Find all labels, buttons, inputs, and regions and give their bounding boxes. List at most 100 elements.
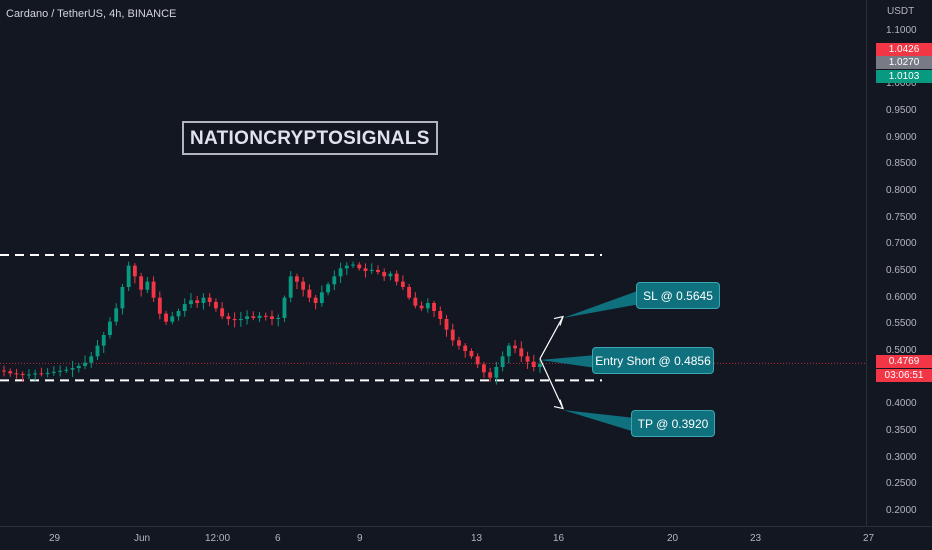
- candle-body: [226, 316, 231, 319]
- price-tick: 0.3000: [886, 451, 917, 463]
- price-axis[interactable]: [866, 0, 932, 550]
- candle-body: [463, 345, 468, 351]
- candle-body: [83, 362, 87, 366]
- candle-body: [525, 356, 530, 362]
- candle-body: [51, 371, 56, 373]
- candle-body: [538, 363, 542, 367]
- tp-arrow-head: [553, 399, 564, 410]
- candle-body: [39, 373, 44, 375]
- price-label: 1.0426: [876, 43, 932, 56]
- price-label: 0.4769: [876, 355, 932, 368]
- trade-arrows: [539, 290, 640, 432]
- candle-body: [270, 316, 274, 319]
- entry-callout[interactable]: Entry Short @ 0.4856: [592, 347, 714, 374]
- price-tick: 0.6000: [886, 291, 917, 303]
- candle-body: [488, 372, 493, 378]
- price-label: 1.0270: [876, 56, 932, 69]
- candle-body: [481, 364, 486, 373]
- candle-body: [176, 311, 181, 317]
- price-tick: 0.3500: [886, 425, 917, 436]
- candle-body: [207, 297, 212, 302]
- candle-body: [164, 313, 168, 322]
- price-unit[interactable]: USDT: [887, 6, 915, 17]
- candle-body: [326, 284, 331, 293]
- price-tick: 0.2500: [886, 478, 917, 490]
- candle-body: [444, 319, 449, 330]
- candle-body: [220, 308, 225, 317]
- candle-body: [257, 315, 262, 318]
- candle-body: [64, 369, 69, 371]
- tp-callout-tail: [563, 410, 635, 432]
- candle-body: [450, 329, 455, 341]
- candle-body: [89, 356, 94, 363]
- candle-body: [382, 272, 387, 277]
- candle-body: [20, 373, 25, 375]
- candle-body: [151, 281, 156, 298]
- price-tick: 0.4000: [886, 398, 917, 410]
- candle-body: [145, 281, 150, 290]
- candle-body: [376, 269, 380, 273]
- candle-body: [201, 297, 206, 303]
- candle-body: [307, 289, 312, 298]
- entry-callout-tail: [540, 355, 596, 368]
- candle-body: [263, 315, 268, 317]
- time-tick: 9: [357, 533, 363, 544]
- stop-loss-callout[interactable]: SL @ 0.5645: [636, 282, 720, 309]
- candlestick-series: [2, 261, 542, 385]
- candle-body: [313, 297, 318, 303]
- candle-body: [475, 356, 480, 365]
- candle-body: [33, 373, 38, 375]
- candle-body: [276, 317, 281, 319]
- time-tick: 12:00: [205, 533, 231, 544]
- candle-body: [132, 265, 137, 277]
- time-tick: 6: [275, 533, 281, 544]
- candle-body: [469, 351, 474, 357]
- candle-body: [288, 276, 293, 298]
- candle-body: [407, 287, 412, 298]
- time-axis[interactable]: [0, 526, 932, 550]
- time-tick: 13: [471, 533, 483, 544]
- candle-body: [338, 268, 343, 277]
- price-tick: 0.8500: [886, 158, 917, 170]
- candle-body: [76, 365, 81, 369]
- candle-body: [189, 300, 193, 305]
- take-profit-callout[interactable]: TP @ 0.3920: [631, 410, 715, 437]
- candle-body: [14, 373, 19, 375]
- candle-body: [425, 303, 430, 309]
- sl-arrow: [539, 316, 564, 359]
- candle-body: [419, 305, 424, 309]
- candle-body: [120, 287, 125, 309]
- price-tick: 1.0000: [886, 78, 917, 90]
- candle-body: [95, 345, 100, 357]
- candle-body: [506, 345, 511, 357]
- support-resistance-lines: [0, 254, 866, 382]
- candle-body: [319, 292, 324, 303]
- price-label: 1.0103: [876, 70, 932, 83]
- candle-body: [170, 316, 175, 322]
- price-label: 03:06:51: [876, 369, 932, 382]
- time-tick: 16: [553, 533, 565, 544]
- time-tick: 27: [863, 533, 875, 544]
- symbol-legend[interactable]: Cardano / TetherUS, 4h, BINANCE: [6, 8, 177, 20]
- candle-body: [101, 335, 106, 346]
- candle-body: [500, 356, 505, 367]
- candle-body: [26, 374, 31, 376]
- time-tick: 23: [750, 533, 762, 544]
- candle-body: [531, 361, 536, 367]
- price-tick: 0.6500: [886, 265, 917, 276]
- price-tick: 1.1000: [886, 25, 917, 36]
- candle-body: [351, 264, 355, 266]
- price-tick: 0.5000: [886, 345, 917, 356]
- candle-body: [157, 297, 162, 314]
- candle-body: [494, 367, 499, 378]
- candle-body: [432, 303, 436, 311]
- candle-body: [2, 370, 6, 372]
- candle-body: [363, 268, 368, 271]
- candle-body: [126, 265, 131, 287]
- candle-body: [519, 348, 524, 357]
- sl-arrow-head: [553, 315, 564, 326]
- price-tick: 0.7000: [886, 238, 917, 250]
- candle-body: [213, 301, 218, 309]
- candle-body: [195, 300, 200, 303]
